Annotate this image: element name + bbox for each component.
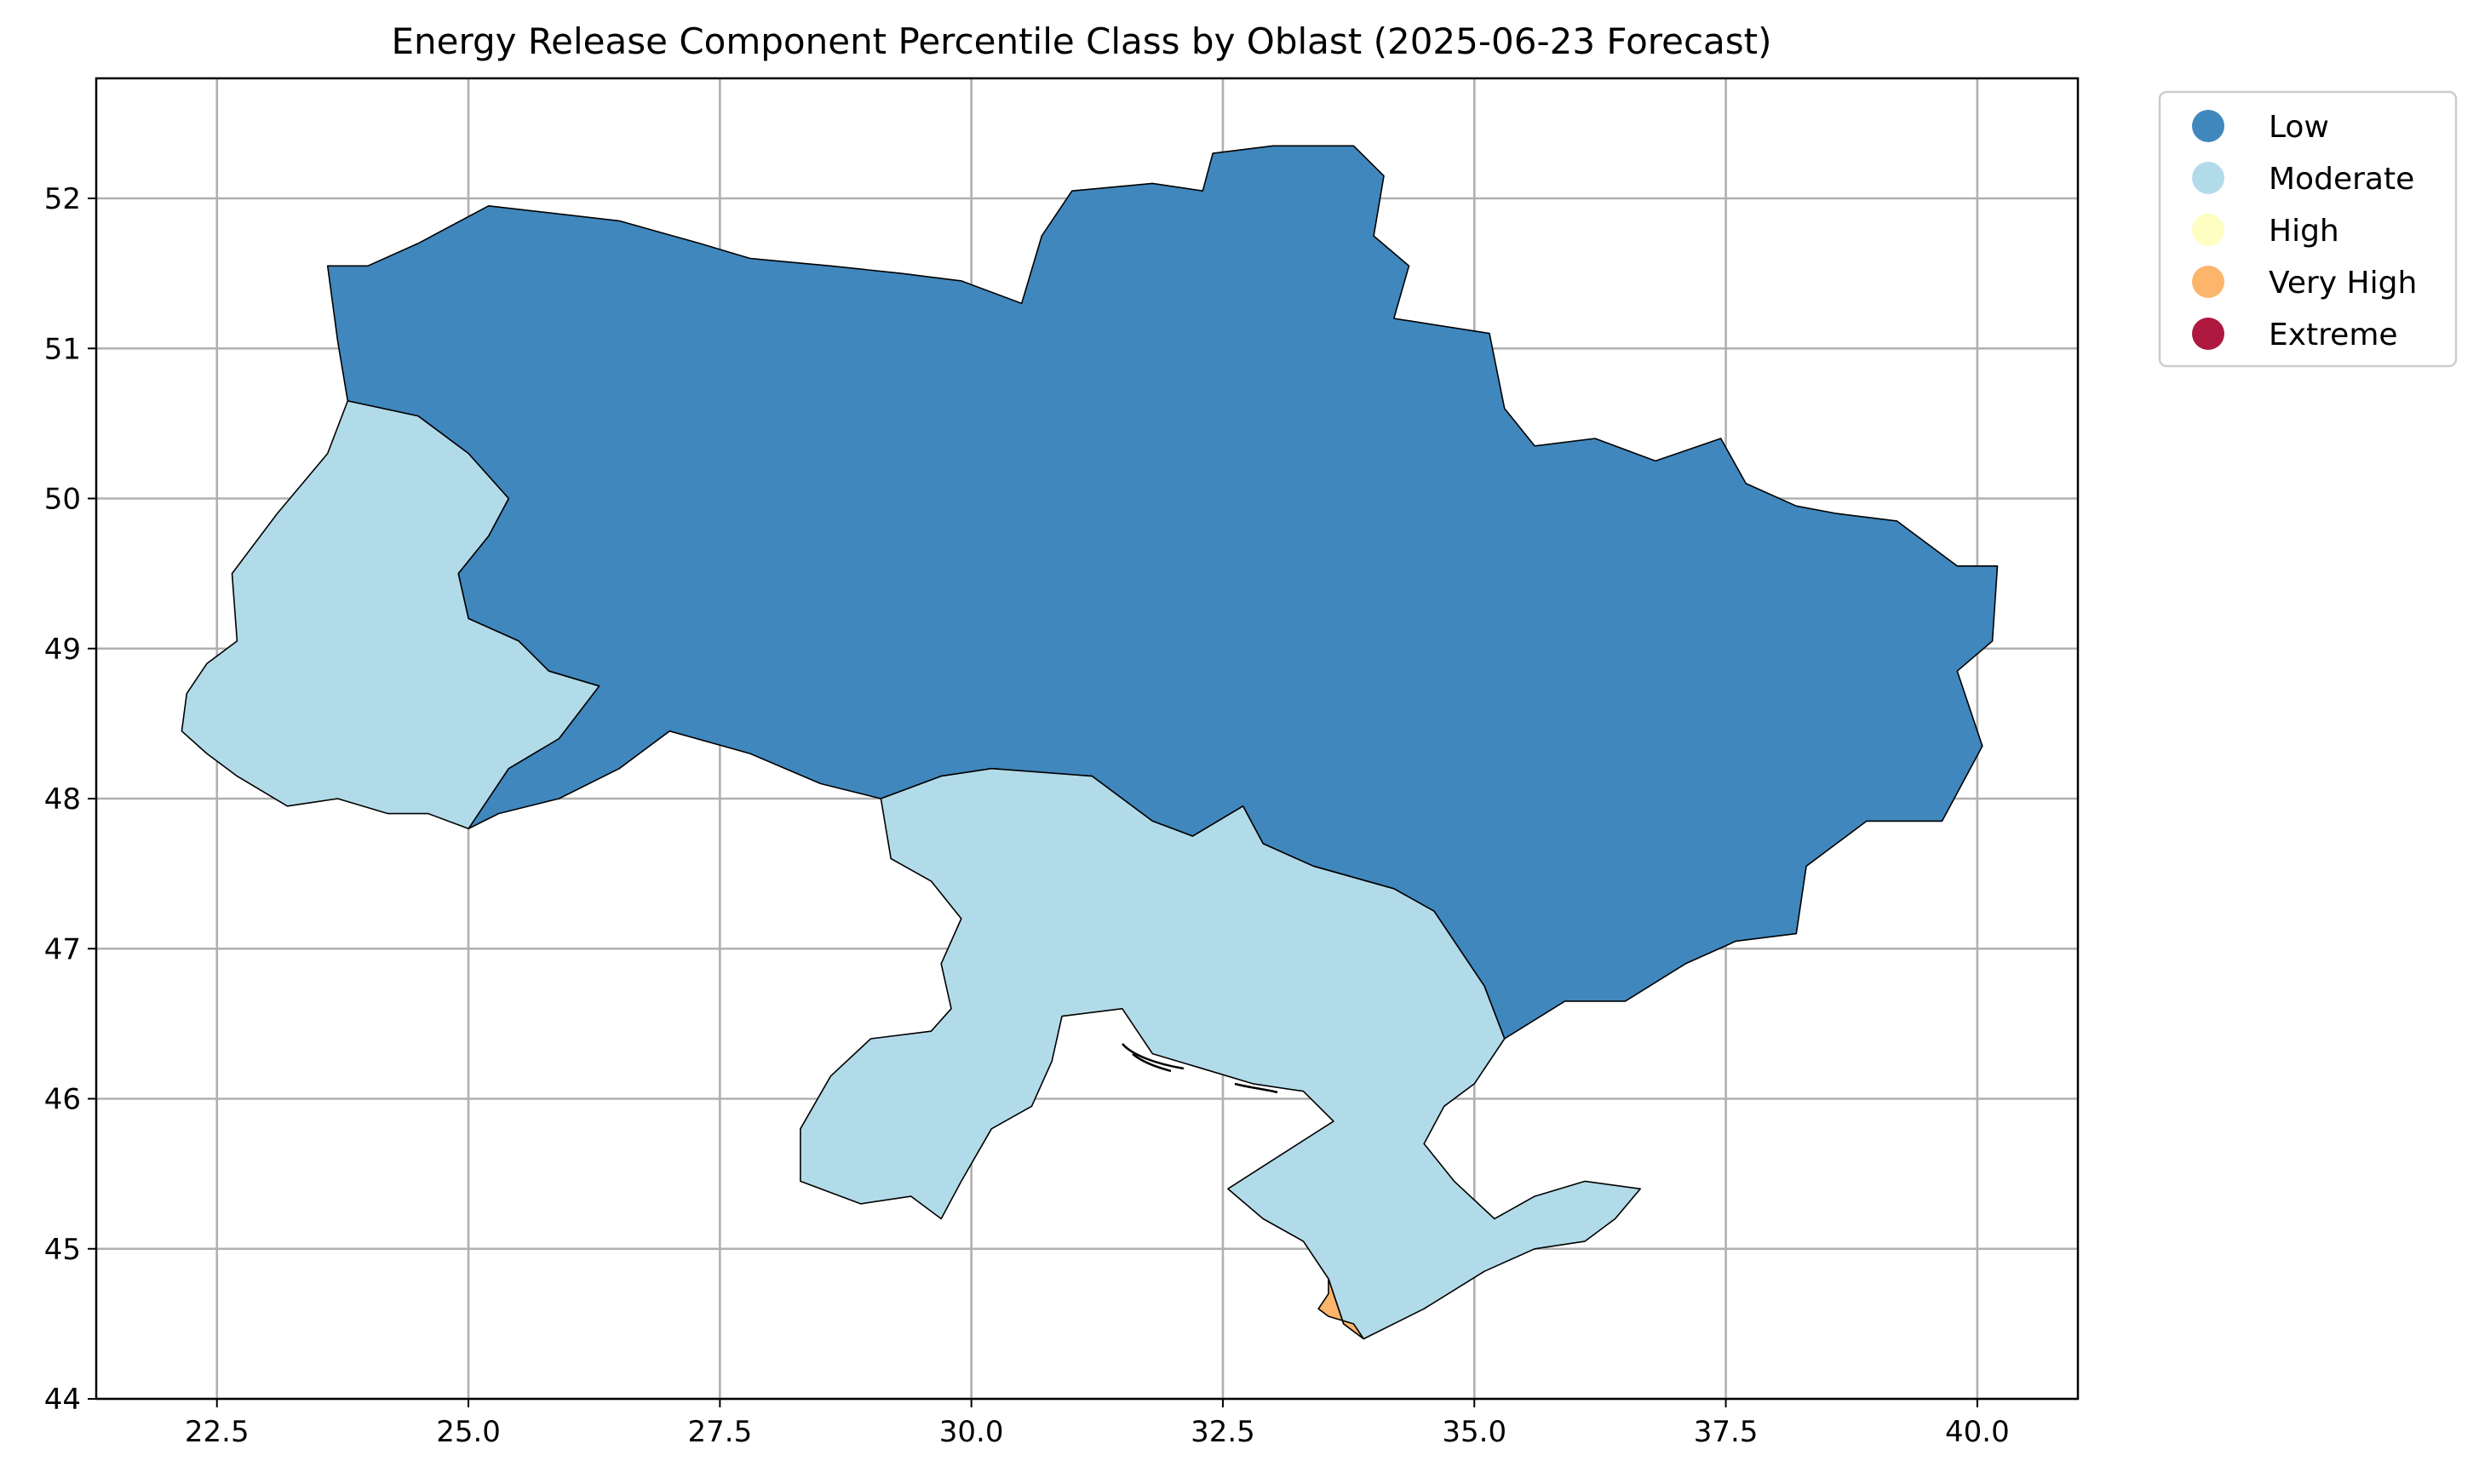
axes-frame xyxy=(95,77,2080,1401)
x-tick-label: 32.5 xyxy=(1191,1415,1255,1449)
y-tick-label: 48 xyxy=(44,782,81,816)
y-tick-label: 45 xyxy=(44,1233,81,1267)
legend-label: Very High xyxy=(2269,266,2417,301)
region-moderate xyxy=(181,400,600,830)
x-tick-label: 35.0 xyxy=(1442,1415,1506,1449)
arabat-line xyxy=(1234,1082,1278,1094)
x-tick-label: 27.5 xyxy=(688,1415,753,1449)
region-very-high xyxy=(1317,1278,1365,1340)
legend-marker xyxy=(2192,318,2224,350)
region-moderate xyxy=(800,767,1641,1340)
x-tick-label: 22.5 xyxy=(185,1415,250,1449)
legend-marker xyxy=(2192,162,2224,194)
chart-title: Energy Release Component Percentile Clas… xyxy=(391,20,1771,62)
x-axis-ticks: 22.5 25.0 27.5 30.0 32.5 35.0 37.5 40.0 xyxy=(185,1399,2010,1449)
legend-label: Moderate xyxy=(2269,162,2414,197)
y-tick-label: 50 xyxy=(44,483,81,517)
legend-marker xyxy=(2192,110,2224,142)
y-tick-label: 49 xyxy=(44,633,81,667)
kinburn-spit-line xyxy=(1122,1043,1185,1070)
coastline-details xyxy=(1122,1043,1278,1094)
y-tick-label: 46 xyxy=(44,1083,81,1117)
oblast-regions xyxy=(181,145,1999,1340)
x-tick-label: 37.5 xyxy=(1694,1415,1759,1449)
legend-label: Extreme xyxy=(2269,318,2398,352)
legend-label: Low xyxy=(2269,110,2329,145)
legend: Low Moderate High Very High Extreme xyxy=(2158,90,2458,368)
y-tick-label: 44 xyxy=(44,1383,81,1417)
dzharylhach-line xyxy=(1132,1053,1172,1073)
legend-label: High xyxy=(2269,214,2339,249)
y-tick-label: 51 xyxy=(44,332,81,366)
legend-marker xyxy=(2192,214,2224,246)
y-tick-label: 47 xyxy=(44,932,81,966)
x-tick-label: 25.0 xyxy=(436,1415,501,1449)
x-tick-label: 40.0 xyxy=(1945,1415,2010,1449)
legend-marker xyxy=(2192,266,2224,298)
y-axis-ticks: 44 45 46 47 48 49 50 51 52 xyxy=(44,182,96,1417)
y-tick-label: 52 xyxy=(44,182,81,216)
legend-box xyxy=(2158,90,2458,368)
x-tick-label: 30.0 xyxy=(939,1415,1004,1449)
